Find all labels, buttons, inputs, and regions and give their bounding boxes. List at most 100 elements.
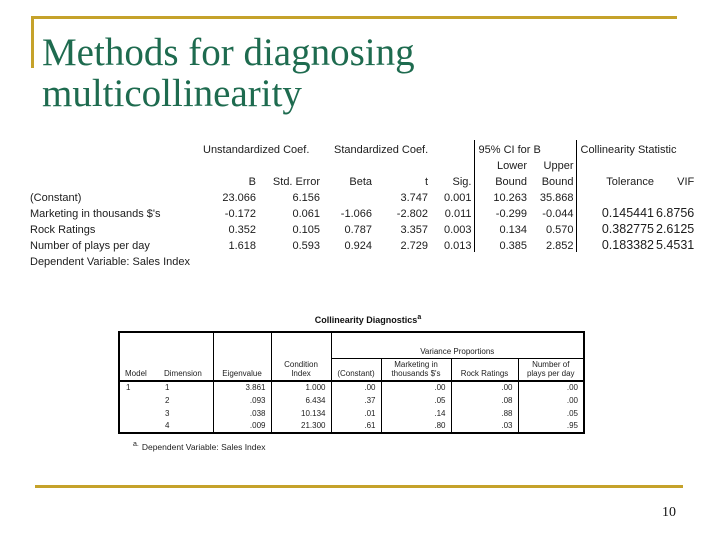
row-label: Rock Ratings: [30, 224, 96, 236]
cell-condition-index: 21.300: [270, 419, 331, 433]
footnote-marker: a.: [133, 441, 139, 448]
cell-plays-per-day: .95: [517, 419, 584, 433]
cell-dimension: 1: [165, 383, 170, 392]
coefficients-table: Unstandardized Coef. Standardized Coef. …: [28, 140, 697, 268]
cell-beta: 0.787: [344, 224, 372, 236]
col-header-b: B: [248, 176, 256, 188]
cell-marketing: .14: [380, 406, 451, 420]
spacer-cell: [28, 156, 474, 172]
row-label: (Constant): [30, 192, 82, 204]
cell-rock-ratings: .08: [450, 393, 518, 407]
top-accent-rule: [31, 16, 677, 19]
cell-model: [119, 407, 159, 420]
diag-column-header-row: (Constant) Marketing in thousands $'s Ro…: [119, 358, 584, 382]
col-header-upper-bound: Bound: [541, 176, 574, 188]
group-header-standardized: Standardized Coef.: [334, 144, 429, 156]
footnote-text: Dependent Variable: Sales Index: [141, 441, 266, 452]
diag-group-header-row: Model Dimension Eigenvalue Condition Ind…: [119, 332, 584, 382]
cell-model: [119, 420, 159, 433]
cell-plays-per-day: .00: [517, 380, 584, 394]
col-header-vif: VIF: [677, 176, 695, 188]
table-row: 1 1 3.861 1.000 .00 .00 .00 .00: [119, 380, 584, 394]
table-row: Rock Ratings 0.352 0.105 0.787 3.357 0.0…: [28, 220, 696, 236]
spacer-cell: [28, 140, 203, 156]
col-header-sig: Sig.: [452, 176, 472, 188]
cell-model: [119, 394, 159, 407]
col-header-plays-per-day: Number of plays per day: [517, 358, 584, 382]
cell-eigenvalue: 3.861: [212, 380, 271, 394]
cell-tolerance: 0.382775: [575, 220, 656, 236]
table-row: Number of plays per day 1.618 0.593 0.92…: [28, 236, 696, 252]
cell-eigenvalue: .093: [212, 393, 271, 407]
cell-plays-per-day: .00: [517, 393, 584, 407]
cell-rock-ratings: .03: [450, 419, 518, 433]
cell-t: 3.747: [400, 192, 428, 204]
cell-vif: [656, 188, 696, 204]
group-header-collinearity: Collinearity Statistic: [575, 140, 697, 156]
dependent-variable-note: Dependent Variable: Sales Index: [30, 256, 191, 268]
coef-group-header-row: Unstandardized Coef. Standardized Coef. …: [28, 140, 697, 156]
cell-constant: .00: [330, 380, 381, 394]
col-header-eigenvalue: Eigenvalue: [212, 332, 271, 382]
cell-upper-bound: 0.570: [545, 224, 574, 236]
cell-beta: 0.924: [344, 240, 372, 252]
cell-marketing: .00: [380, 380, 451, 394]
table-row: 4 .009 21.300 .61 .80 .03 .95: [119, 419, 584, 433]
table-row: (Constant) 23.066 6.156 3.747 0.001 10.2…: [28, 188, 696, 204]
col-header-std-error: Std. Error: [272, 176, 320, 188]
col-header-tolerance: Tolerance: [575, 172, 656, 188]
cell-sig: 0.003: [443, 224, 472, 236]
col-header-beta: Beta: [349, 176, 372, 188]
cell-rock-ratings: .88: [450, 406, 518, 420]
cell-dimension: 2: [165, 395, 170, 405]
diagnostics-table-title: Collinearity Diagnosticsa: [118, 314, 618, 325]
condition-header-line2: Index: [291, 368, 311, 378]
cell-std-error: 0.105: [292, 224, 320, 236]
marketing-header-line1: Marketing in: [394, 359, 438, 369]
cell-tolerance: [575, 188, 656, 204]
page-number: 10: [662, 505, 676, 520]
cell-b: 1.618: [228, 240, 256, 252]
cell-std-error: 0.593: [292, 240, 320, 252]
table-row: 3 .038 10.134 .01 .14 .88 .05: [119, 406, 584, 420]
cell-t: 3.357: [400, 224, 428, 236]
col-header-marketing: Marketing in thousands $'s: [380, 358, 451, 382]
row-label: Marketing in thousands $'s: [30, 208, 161, 220]
spacer-cell: [575, 156, 656, 172]
coef-column-header-row: B Std. Error Beta t Sig. Bound Bound Tol…: [28, 172, 696, 188]
cell-model: 1: [126, 383, 131, 392]
cell-upper-bound: -0.044: [542, 208, 574, 220]
spacer-cell: [28, 172, 203, 188]
cell-beta: [322, 188, 374, 204]
subheader-lower: Lower: [473, 156, 529, 172]
cell-tolerance: 0.183382: [575, 236, 656, 252]
diagnostics-title-text: Collinearity Diagnostics: [314, 315, 418, 325]
cell-condition-index: 6.434: [270, 393, 331, 407]
cell-constant: .61: [330, 419, 381, 433]
bottom-accent-rule: [35, 485, 683, 488]
cell-lower-bound: -0.299: [473, 204, 529, 220]
cell-rock-ratings: .00: [450, 380, 518, 394]
cell-sig: 0.011: [444, 208, 472, 220]
cell-constant: .01: [330, 406, 381, 420]
cell-marketing: .80: [380, 419, 451, 433]
cell-dimension: 4: [165, 421, 170, 430]
condition-header-line1: Condition: [284, 359, 318, 369]
group-header-ci: 95% CI for B: [473, 140, 576, 156]
spacer-cell: [656, 156, 696, 172]
cell-upper-bound: 35.868: [539, 192, 574, 204]
cell-b: 23.066: [222, 192, 256, 204]
cell-tolerance: 0.145441: [575, 204, 656, 220]
group-header-unstandardized: Unstandardized Coef.: [203, 144, 310, 156]
cell-dimension: 3: [165, 408, 170, 418]
plays-header-line2: plays per day: [526, 368, 575, 378]
cell-vif: 5.4531: [656, 238, 695, 252]
cell-sig: 0.013: [443, 240, 472, 252]
row-label: Number of plays per day: [30, 240, 150, 252]
diagnostics-title-superscript: a: [417, 314, 422, 321]
col-header-condition-index: Condition Index: [270, 332, 331, 382]
subheader-upper: Upper: [543, 160, 574, 172]
collinearity-diagnostics-table: Model Dimension Eigenvalue Condition Ind…: [118, 331, 585, 434]
cell-b: -0.172: [224, 208, 256, 220]
cell-marketing: .05: [380, 393, 451, 407]
